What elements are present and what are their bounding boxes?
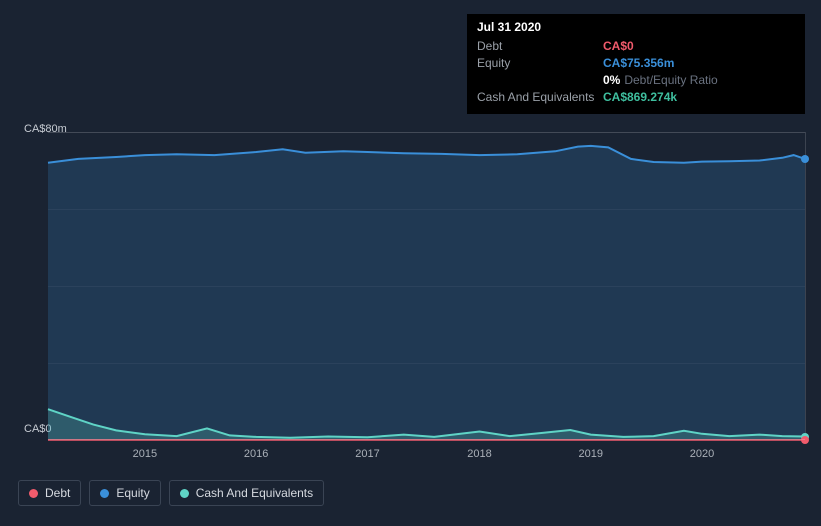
- tooltip-label: Equity: [477, 55, 603, 72]
- legend-item-debt[interactable]: Debt: [18, 480, 81, 506]
- x-tick: 2018: [467, 448, 491, 460]
- tooltip-label: Debt: [477, 38, 603, 55]
- tooltip-row: EquityCA$75.356m: [477, 55, 795, 72]
- legend-item-equity[interactable]: Equity: [89, 480, 160, 506]
- chart-tooltip: Jul 31 2020 DebtCA$0EquityCA$75.356m0%De…: [467, 14, 805, 114]
- legend-label: Equity: [116, 486, 149, 500]
- tooltip-value: CA$75.356m: [603, 55, 674, 72]
- tooltip-value: 0%: [603, 72, 620, 89]
- plot-area[interactable]: [48, 132, 805, 440]
- x-tick: 2020: [690, 448, 714, 460]
- tooltip-row: 0%Debt/Equity Ratio: [477, 72, 795, 89]
- legend: Debt Equity Cash And Equivalents: [18, 480, 324, 506]
- tooltip-label: Cash And Equivalents: [477, 89, 603, 106]
- tooltip-value: CA$869.274k: [603, 89, 677, 106]
- x-tick: 2015: [133, 448, 157, 460]
- tooltip-label: [477, 72, 603, 89]
- x-tick: 2016: [244, 448, 268, 460]
- legend-label: Debt: [45, 486, 70, 500]
- legend-swatch: [29, 489, 38, 498]
- tooltip-value: CA$0: [603, 38, 634, 55]
- cursor-line: [805, 132, 806, 440]
- tooltip-row: Cash And EquivalentsCA$869.274k: [477, 89, 795, 106]
- tooltip-date: Jul 31 2020: [477, 20, 795, 34]
- legend-swatch: [100, 489, 109, 498]
- cursor-dot-equity: [801, 155, 809, 163]
- legend-item-cash[interactable]: Cash And Equivalents: [169, 480, 324, 506]
- x-tick: 2019: [579, 448, 603, 460]
- cursor-dot-debt: [801, 436, 809, 444]
- x-axis: 2015 2016 2017 2018 2019 2020: [48, 444, 805, 464]
- legend-swatch: [180, 489, 189, 498]
- tooltip-row: DebtCA$0: [477, 38, 795, 55]
- series-fill-equity: [48, 146, 805, 440]
- legend-label: Cash And Equivalents: [196, 486, 313, 500]
- series-svg: [48, 132, 805, 440]
- tooltip-suffix: Debt/Equity Ratio: [624, 72, 717, 89]
- plot-border: [48, 439, 805, 440]
- x-tick: 2017: [355, 448, 379, 460]
- debt-equity-chart: Jul 31 2020 DebtCA$0EquityCA$75.356m0%De…: [0, 0, 821, 526]
